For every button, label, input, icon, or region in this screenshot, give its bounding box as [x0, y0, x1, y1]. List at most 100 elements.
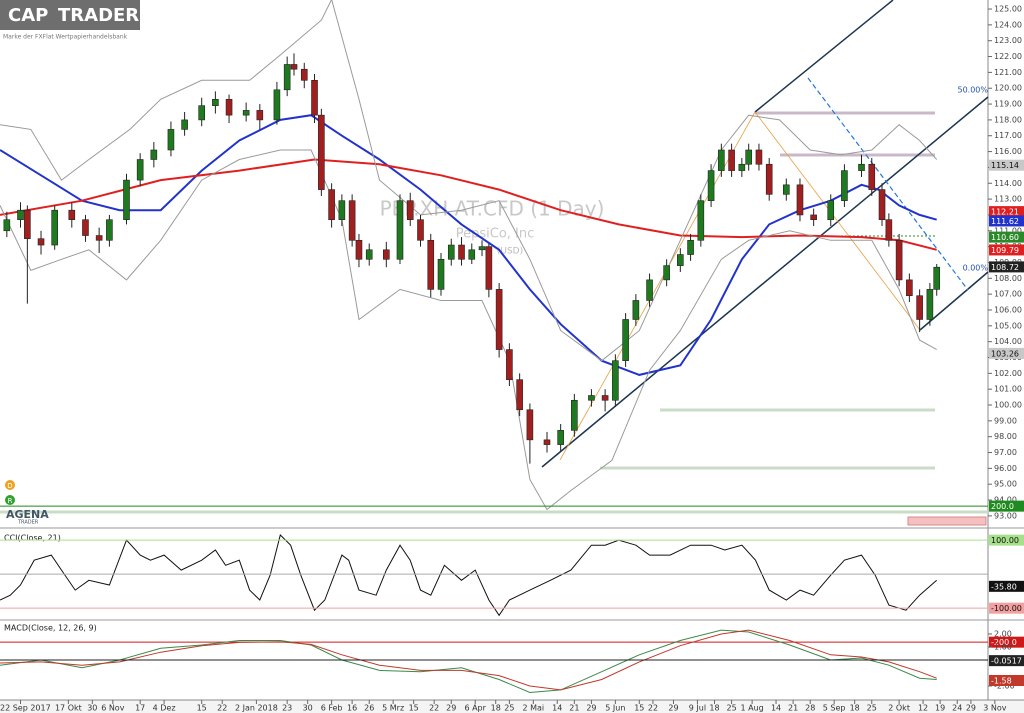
- x-tick-label: 22: [429, 704, 439, 713]
- candle-body: [697, 200, 705, 241]
- x-tick-label: 6 Feb: [321, 704, 343, 713]
- x-tick-label: 1 Aug: [740, 704, 763, 713]
- value-tag: [989, 261, 1024, 273]
- x-tick-label: 9 Jul: [689, 704, 706, 713]
- candle-body: [745, 149, 752, 165]
- plot-area: [0, 0, 941, 511]
- panel-title: MACD(Close, 12, 26, 9): [4, 624, 97, 633]
- agena-logo-sub: TRADER: [17, 520, 39, 526]
- series-line: [0, 114, 937, 376]
- x-tick-label: 14: [552, 704, 562, 713]
- x-tick-label: 29: [966, 704, 976, 713]
- candle-body: [478, 246, 486, 251]
- candle-body: [51, 209, 58, 246]
- candle-body: [406, 200, 414, 220]
- candle-body: [338, 200, 346, 220]
- x-tick-label: 19: [935, 704, 945, 713]
- candle-body: [916, 295, 923, 320]
- y-tick-label: 93.00: [994, 511, 1017, 520]
- value-tag: [989, 231, 1024, 243]
- scroll-indicator: [907, 516, 987, 526]
- y-tick-label: 106.00: [994, 305, 1022, 314]
- candle-body: [868, 163, 876, 190]
- series-line: [0, 534, 938, 617]
- candle-body: [557, 430, 564, 445]
- candle-body: [167, 129, 175, 151]
- x-tick-label: 18: [491, 704, 501, 713]
- series-line: [0, 149, 937, 511]
- value-tag-label: 112.21: [991, 208, 1019, 217]
- candle-body: [348, 200, 356, 241]
- x-tick-label: 29: [668, 704, 678, 713]
- y-tick-label: 121.00: [994, 68, 1022, 77]
- value-tag-label: 108.72: [991, 263, 1019, 272]
- candle-body: [396, 200, 404, 260]
- candle-body: [841, 170, 848, 201]
- y-tick-label: 125.00: [994, 5, 1022, 14]
- candle-body: [123, 179, 130, 220]
- candle-body: [283, 64, 291, 91]
- candle-body: [782, 184, 790, 195]
- candle-body: [495, 289, 503, 350]
- candle-body: [3, 219, 11, 232]
- y-tick-label: 100.00: [994, 401, 1022, 410]
- candle-body: [225, 99, 233, 116]
- candle-body: [906, 279, 913, 297]
- x-tick-label: 15: [197, 704, 207, 713]
- candle-body: [427, 239, 435, 290]
- plot-area: [0, 534, 938, 617]
- candle-body: [707, 170, 715, 201]
- x-tick-label: 6 Apr: [464, 704, 486, 713]
- y-tick-label: 117.00: [994, 131, 1022, 140]
- tick-tag: [989, 602, 1024, 614]
- value-tag: [989, 347, 1024, 359]
- x-tick-label: 2 Jan 2018: [235, 704, 278, 713]
- candle-body: [17, 209, 24, 220]
- drawings: [0, 0, 989, 514]
- candle-body: [895, 239, 903, 281]
- candle-body: [622, 319, 629, 361]
- x-tick-label: 28: [805, 704, 815, 713]
- value-tag-label: 103.26: [991, 349, 1019, 358]
- x-tick-label: 26: [364, 704, 374, 713]
- candle-body: [290, 64, 298, 70]
- candle-body: [687, 239, 694, 255]
- candle-body: [506, 349, 513, 380]
- x-tick-label: 23: [282, 704, 292, 713]
- trend-line: [754, 0, 894, 113]
- x-tick-label: 15: [634, 704, 644, 713]
- candle-body: [858, 163, 865, 171]
- y-tick-label: 99.00: [994, 416, 1017, 425]
- x-tick-label: 25: [867, 704, 877, 713]
- value-tag-label: -1.58: [991, 677, 1012, 686]
- x-tick-label: 22: [217, 704, 227, 713]
- candle-body: [37, 238, 45, 246]
- x-tick-label: 5 Jun: [605, 704, 625, 713]
- x-tick-label: 17 Okt: [55, 704, 82, 713]
- candle-body: [646, 279, 653, 301]
- logo-text: TRADER: [58, 5, 139, 26]
- value-tag: [989, 215, 1024, 227]
- candle-body: [198, 105, 206, 121]
- candle-body: [663, 265, 670, 281]
- y-tick-label: 108.00: [994, 274, 1022, 283]
- candle-body: [458, 244, 465, 260]
- x-tick-label: 15: [409, 704, 419, 713]
- candle-body: [718, 149, 725, 171]
- candle-body: [311, 80, 318, 116]
- y-tick-label: 123.00: [994, 36, 1022, 45]
- y-tick-label: 1.00: [994, 642, 1012, 651]
- candle-body: [677, 254, 684, 266]
- x-tick-label: 25: [504, 704, 514, 713]
- x-tick-label: 5 Sep: [823, 704, 846, 713]
- y-tick-label: 2.00: [994, 629, 1012, 638]
- candle-body: [437, 258, 445, 290]
- x-tick-label: 21: [788, 704, 798, 713]
- candle-body: [318, 114, 325, 190]
- value-tag: [989, 675, 1024, 686]
- tick-tag: [989, 636, 1024, 648]
- tick-tag: [989, 534, 1024, 546]
- y-tick-label: 124.00: [994, 20, 1022, 29]
- candle-body: [256, 110, 264, 121]
- candle-body: [755, 149, 763, 165]
